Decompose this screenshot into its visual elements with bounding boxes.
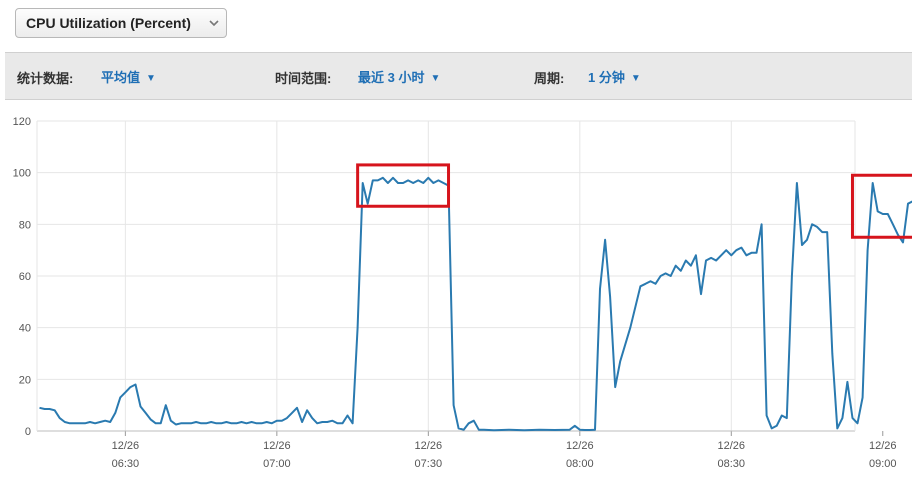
x-tick-date: 12/26 [869,440,897,452]
highlight-box [850,173,912,239]
y-tick-label: 120 [13,116,31,128]
x-tick-time: 09:00 [869,458,897,470]
y-tick-label: 80 [19,219,31,231]
x-tick-date: 12/26 [112,440,140,452]
caret-down-icon: ▼ [146,73,156,84]
x-tick-date: 12/26 [718,440,746,452]
chart-toolbar: 统计数据: 平均值 ▼ 时间范围: 最近 3 小时 ▼ 周期: 1 分钟 ▼ [5,52,912,100]
y-tick-label: 60 [19,271,31,283]
x-tick-date: 12/26 [415,440,443,452]
caret-down-icon: ▼ [430,73,441,84]
series-line-cpu-utilization [39,176,912,432]
x-tick-time: 07:30 [415,458,443,470]
x-tick-time: 06:30 [112,458,140,470]
caret-down-icon: ▼ [630,73,641,84]
time-range-label: 时间范围: [275,71,332,86]
x-tick-time: 07:00 [263,458,291,470]
highlight-box [356,163,451,208]
x-tick-date: 12/26 [263,440,291,452]
x-tick-time: 08:30 [718,458,746,470]
statistic-dropdown[interactable]: 平均值 ▼ [101,67,156,86]
time-range-value: 最近 3 小时 [358,70,425,85]
metric-selector[interactable]: CPU Utilization (Percent) [15,8,227,38]
y-tick-label: 100 [13,168,31,180]
metric-selector-label: CPU Utilization (Percent) [26,15,191,31]
period-label: 周期: [534,71,565,86]
statistic-label: 统计数据: [17,71,74,86]
period-dropdown[interactable]: 1 分钟 ▼ [588,67,641,86]
chevron-down-icon [209,9,219,48]
x-tick-date: 12/26 [566,440,594,452]
x-tick-time: 08:00 [566,458,594,470]
statistic-value: 平均值 [101,70,141,85]
y-tick-label: 20 [19,374,31,386]
period-value: 1 分钟 [588,70,625,85]
cpu-utilization-chart: 0 20 40 60 80 100 120 12/26 06:30 12/26 07:00 12/26… [13,116,912,470]
y-tick-label: 0 [25,426,31,438]
y-tick-label: 40 [19,323,31,335]
time-range-dropdown[interactable]: 最近 3 小时 ▼ [358,67,440,86]
